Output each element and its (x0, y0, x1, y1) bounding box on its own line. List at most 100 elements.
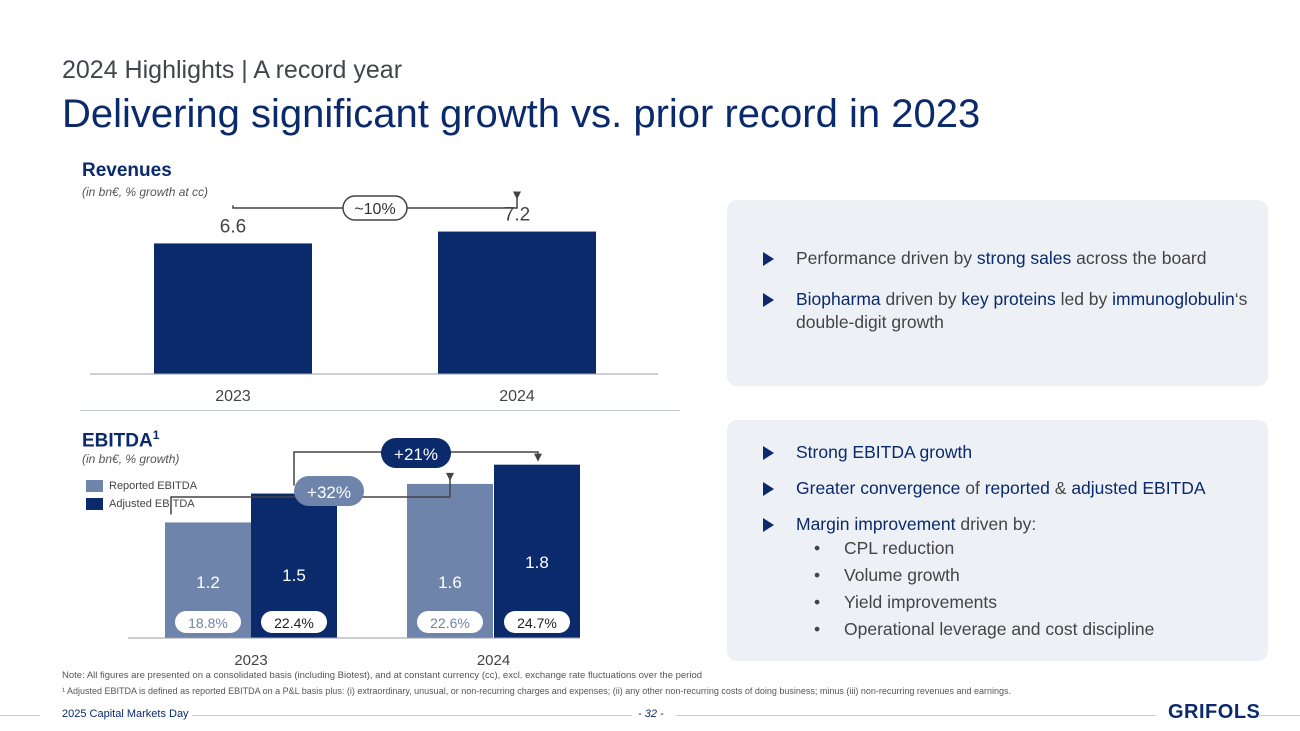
margin-driver-text: Volume growth (844, 565, 960, 585)
ebitda-margin-label-reported-2024: 22.6% (430, 615, 470, 631)
revenue-bar-2024 (438, 231, 596, 374)
bullet-text-segment: led by (1055, 289, 1113, 309)
revenue-xtick-2023: 2023 (215, 388, 251, 405)
ebitda-highlight-bullet: Strong EBITDA growth (763, 441, 1253, 464)
bullet-dot-icon: • (814, 619, 821, 639)
ebitda-margin-label-adjusted-2024: 24.7% (517, 615, 557, 631)
margin-driver-item: • Operational leverage and cost disciplin… (814, 619, 1154, 640)
bullet-text-segment: driven by: (955, 514, 1037, 534)
bullet-dot-icon: • (814, 592, 821, 612)
ebitda-adjusted-growth-pill (381, 438, 451, 468)
bullet-arrow-icon (763, 518, 774, 532)
highlighted-text: Margin improvement (796, 514, 956, 534)
highlighted-text: Strong EBITDA growth (796, 442, 973, 462)
footer-line-right (1258, 715, 1300, 716)
bullet-text-segment: driven by (880, 289, 962, 309)
revenues-title: Revenues (82, 160, 172, 181)
bullet-arrow-icon (763, 252, 774, 266)
ebitda-subtitle: (in bn€, % growth) (82, 452, 180, 466)
ebitda-legend: Reported EBITDA Adjusted EBITDA (86, 477, 197, 513)
ebitda-adjusted-growth-arrowhead (534, 453, 542, 462)
ebitda-margin-pill-reported-2023 (175, 611, 241, 633)
bullet-text-segment: & (1049, 478, 1072, 498)
ebitda-margin-pill-adjusted-2024 (504, 611, 570, 633)
revenue-growth-arrowhead (513, 191, 521, 200)
legend-swatch-adjusted (86, 498, 103, 510)
ebitda-margin-pill-adjusted-2023 (261, 611, 327, 633)
highlighted-text: Greater convergence (796, 478, 961, 498)
page-number: - 32 - (638, 708, 664, 720)
ebitda-xtick-2024: 2024 (477, 652, 510, 669)
bullet-arrow-icon (763, 293, 774, 307)
ebitda-title: EBITDA1 (82, 428, 160, 452)
bullet-arrow-icon (763, 482, 774, 496)
ebitda-chart: 1.2 18.8% 1.6 22.6% 1.5 22.4% 1.8 24.7% 2023 2024… (128, 438, 580, 669)
margin-driver-item: • Yield improvements (814, 592, 997, 613)
revenue-value-label-2023: 6.6 (220, 216, 246, 237)
ebitda-bar-adjusted-2024 (494, 464, 580, 638)
footer-line-mid-left (192, 715, 632, 716)
footer-line-left (0, 715, 40, 716)
bullet-text-segment: ‘s double-digit growth (796, 289, 1248, 332)
ebitda-highlight-bullet: Margin improvement driven by: (763, 513, 1253, 536)
margin-driver-text: Operational leverage and cost discipline (844, 619, 1155, 639)
ebitda-value-label-reported-2023: 1.2 (196, 573, 220, 592)
slide-kicker: 2024 Highlights | A record year (62, 56, 403, 84)
revenue-value-label-2024: 7.2 (504, 205, 530, 226)
bullet-text-segment: across the board (1071, 248, 1207, 268)
revenue-highlight-bullet: Performance driven by strong sales acros… (763, 247, 1253, 270)
legend-swatch-reported (86, 480, 103, 492)
note-text: Note: All figures are presented on a con… (62, 670, 703, 681)
revenue-highlight-bullet-text: Biopharma driven by key proteins led by … (796, 288, 1253, 334)
legend-item-adjusted: Adjusted EBITDA (86, 495, 197, 513)
highlighted-text: immunoglobulin (1112, 289, 1235, 309)
ebitda-reported-growth-arrowhead (446, 472, 454, 481)
ebitda-reported-growth-pill (294, 476, 364, 506)
bullet-text-segment: of (960, 478, 985, 498)
ebitda-highlight-bullet-text: Margin improvement driven by: (796, 513, 1253, 536)
ebitda-margin-pill-reported-2024 (417, 611, 483, 633)
bullet-arrow-icon (763, 446, 774, 460)
highlighted-text: strong sales (976, 248, 1072, 268)
ebitda-xtick-2023: 2023 (234, 652, 267, 669)
footer-line-mid-right (676, 715, 1156, 716)
revenue-highlight-bullet: Biopharma driven by key proteins led by … (763, 288, 1253, 334)
ebitda-highlight-bullet-text: Strong EBITDA growth (796, 441, 1253, 464)
margin-driver-text: CPL reduction (844, 538, 955, 558)
ebitda-adjusted-growth-label: +21% (394, 445, 438, 464)
revenue-bar-2023 (154, 243, 312, 374)
bullet-dot-icon: • (814, 538, 821, 558)
legend-item-reported: Reported EBITDA (86, 477, 197, 495)
slide-title: Delivering significant growth vs. prior … (62, 92, 981, 136)
footnote-text: ¹ Adjusted EBITDA is defined as reported… (62, 686, 1011, 696)
revenue-xtick-2024: 2024 (499, 388, 535, 405)
section-divider (80, 410, 680, 411)
highlighted-text: reported (984, 478, 1050, 498)
revenues-subtitle: (in bn€, % growth at cc) (82, 185, 209, 199)
ebitda-margin-label-reported-2023: 18.8% (188, 615, 228, 631)
margin-driver-text: Yield improvements (844, 592, 998, 612)
highlighted-text: Biopharma (796, 289, 881, 309)
ebitda-highlight-bullet-text: Greater convergence of reported & adjust… (796, 477, 1253, 500)
revenues-chart: 6.6 2023 7.2 2024 ~10% (90, 191, 658, 405)
legend-label-adjusted: Adjusted EBITDA (109, 498, 195, 510)
revenue-highlights-panel: Performance driven by strong sales acros… (727, 200, 1268, 386)
highlighted-text: adjusted EBITDA (1071, 478, 1206, 498)
legend-label-reported: Reported EBITDA (109, 480, 198, 492)
ebitda-reported-growth-label: +32% (307, 483, 351, 502)
footer-event: 2025 Capital Markets Day (62, 708, 189, 720)
bullet-text-segment: Performance driven by (796, 248, 977, 268)
margin-driver-item: • CPL reduction (814, 538, 954, 559)
grifols-logo: GRIFOLS (1168, 701, 1261, 723)
revenue-growth-label: ~10% (354, 201, 395, 218)
ebitda-value-label-adjusted-2023: 1.5 (282, 566, 306, 585)
highlighted-text: key proteins (961, 289, 1056, 309)
ebitda-value-label-reported-2024: 1.6 (438, 573, 462, 592)
revenue-growth-pill (342, 195, 408, 221)
revenue-highlight-bullet-text: Performance driven by strong sales acros… (796, 247, 1253, 270)
margin-driver-item: • Volume growth (814, 565, 960, 586)
ebitda-margin-label-adjusted-2023: 22.4% (274, 615, 314, 631)
ebitda-highlights-panel: Strong EBITDA growth Greater convergence … (727, 420, 1268, 661)
ebitda-highlight-bullet: Greater convergence of reported & adjust… (763, 477, 1253, 500)
bullet-dot-icon: • (814, 565, 821, 585)
